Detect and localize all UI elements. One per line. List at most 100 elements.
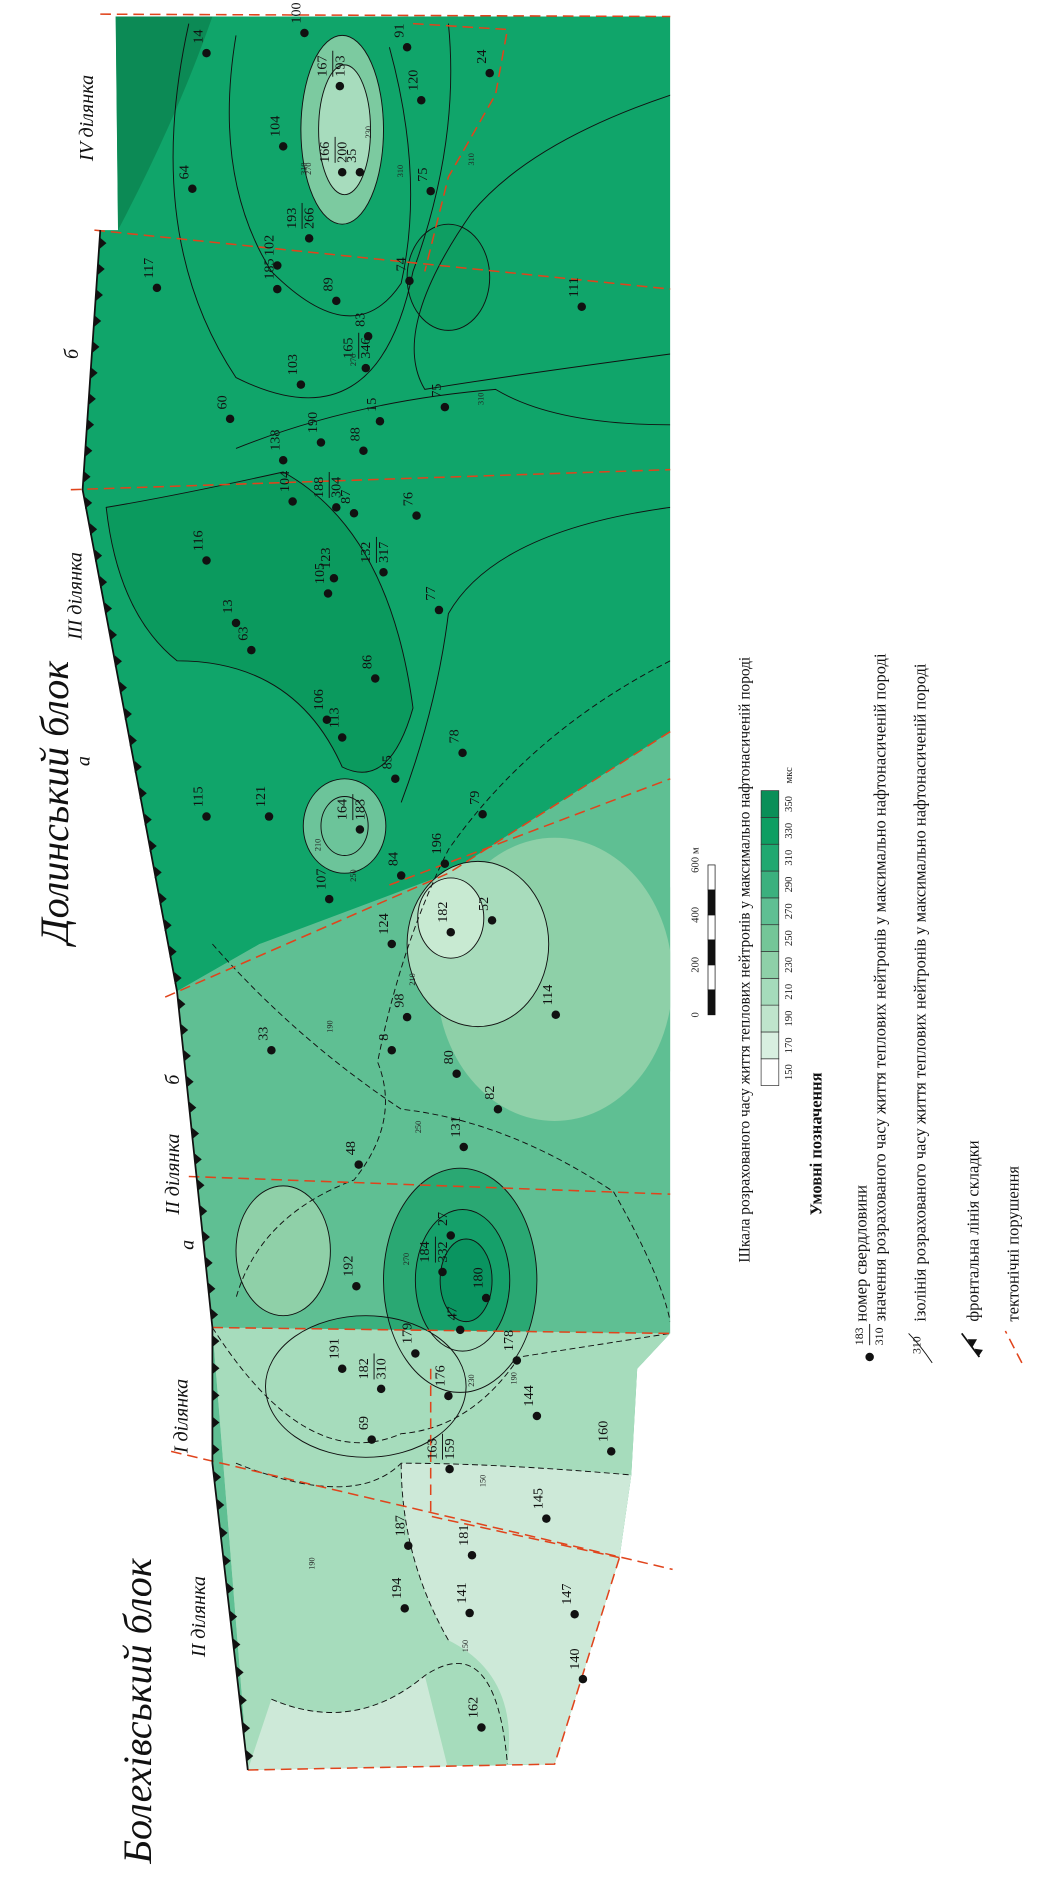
fault bbox=[389, 778, 671, 886]
well bbox=[467, 1550, 477, 1560]
well-number: 24 bbox=[474, 50, 490, 64]
well bbox=[278, 142, 288, 151]
isoline-label: 310 bbox=[299, 163, 308, 175]
well bbox=[332, 296, 341, 306]
well bbox=[440, 402, 450, 412]
well bbox=[402, 42, 412, 52]
fold-tooth bbox=[233, 1638, 241, 1651]
fold-tooth bbox=[239, 1694, 247, 1707]
scale-value: 270 bbox=[784, 903, 795, 919]
well bbox=[396, 871, 406, 880]
fold-tooth bbox=[119, 681, 127, 694]
well-number: 190 bbox=[305, 412, 321, 433]
well-number: 76 bbox=[401, 492, 417, 506]
fold-tooth bbox=[159, 892, 167, 905]
well-number: 138 bbox=[267, 430, 283, 451]
isoline bbox=[172, 23, 452, 399]
scale-value: 190 bbox=[784, 1011, 795, 1027]
legend-well-number: 183 bbox=[852, 1327, 866, 1345]
well bbox=[335, 81, 345, 91]
well-number: 63 bbox=[236, 627, 252, 641]
scale-swatch bbox=[760, 951, 780, 979]
fault bbox=[212, 1326, 671, 1335]
isoline-label: 310 bbox=[476, 393, 485, 405]
well-number: 86 bbox=[359, 655, 375, 669]
zone bbox=[407, 224, 490, 331]
well bbox=[337, 733, 347, 742]
well-number: 64 bbox=[177, 165, 193, 179]
well-number: 184 bbox=[417, 1241, 433, 1262]
fold-tooth bbox=[174, 972, 182, 984]
scale-value: 310 bbox=[784, 850, 795, 866]
section-label: II ділянка bbox=[162, 1134, 184, 1216]
zone bbox=[440, 1239, 493, 1322]
well bbox=[542, 1514, 551, 1523]
faults bbox=[70, 13, 673, 1771]
isoline-label: 190 bbox=[325, 1020, 334, 1032]
fault bbox=[100, 13, 671, 18]
well-number: 160 bbox=[595, 1421, 611, 1442]
well bbox=[352, 1281, 361, 1291]
well-number: 123 bbox=[318, 548, 334, 569]
scale-swatch bbox=[760, 790, 780, 818]
fault bbox=[170, 1450, 673, 1571]
distance-bar bbox=[707, 914, 716, 941]
well-number: 8 bbox=[376, 1034, 392, 1041]
well-number: 166 bbox=[317, 142, 333, 163]
well-number: 165 bbox=[341, 337, 357, 358]
scale-swatch bbox=[760, 870, 780, 899]
isoline-label: 270 bbox=[304, 163, 313, 175]
zone bbox=[247, 1675, 449, 1771]
well bbox=[324, 894, 334, 904]
legend-fold-tooth bbox=[967, 1339, 978, 1348]
fault bbox=[94, 229, 671, 290]
well-number: 79 bbox=[467, 791, 483, 805]
fold-line bbox=[81, 230, 254, 1771]
isoline-label: 250 bbox=[349, 869, 358, 881]
fold-tooth bbox=[183, 1049, 191, 1062]
fold-tooth bbox=[97, 263, 105, 275]
well bbox=[267, 1045, 276, 1055]
well-number: 121 bbox=[253, 786, 269, 807]
well-number: 104 bbox=[277, 471, 293, 492]
scale-value: 330 bbox=[784, 823, 795, 839]
labels: 3102702303103103102702102502101902502702… bbox=[32, 75, 518, 1865]
isoline bbox=[265, 1315, 467, 1458]
fold-tooth bbox=[139, 787, 147, 800]
well-value: 159 bbox=[442, 1438, 458, 1459]
isoline bbox=[300, 34, 384, 225]
fold-tooth bbox=[197, 1179, 205, 1192]
well bbox=[387, 1045, 397, 1055]
well bbox=[578, 1674, 588, 1684]
well bbox=[412, 511, 421, 520]
well-number: 182 bbox=[356, 1358, 372, 1379]
well-number: 33 bbox=[256, 1027, 272, 1041]
well bbox=[459, 1142, 468, 1152]
fold-tooth bbox=[90, 366, 98, 379]
well bbox=[363, 332, 373, 341]
well-number: 80 bbox=[441, 1050, 457, 1064]
well-value: 183 bbox=[352, 799, 368, 820]
legend-isoline bbox=[908, 1333, 933, 1364]
well bbox=[465, 1608, 474, 1618]
well-number: 113 bbox=[326, 707, 342, 728]
isoline bbox=[235, 388, 671, 449]
isoline-label: 150 bbox=[479, 1475, 488, 1487]
well bbox=[202, 556, 211, 565]
well bbox=[551, 1010, 561, 1020]
well-number: 167 bbox=[315, 55, 331, 76]
well bbox=[375, 417, 385, 426]
well-number: 179 bbox=[400, 1323, 416, 1344]
well-value: 200 bbox=[335, 142, 351, 163]
well-number: 102 bbox=[261, 235, 277, 256]
isoline bbox=[320, 796, 369, 856]
legend-fault bbox=[1004, 1330, 1023, 1364]
well bbox=[477, 1723, 486, 1732]
well bbox=[487, 916, 497, 925]
well-number: 69 bbox=[356, 1416, 372, 1430]
well-number: 75 bbox=[429, 384, 445, 398]
isoline bbox=[235, 660, 671, 1299]
fold-tooth bbox=[212, 1443, 220, 1456]
isoline bbox=[105, 471, 414, 773]
fold-tooth bbox=[114, 655, 122, 668]
